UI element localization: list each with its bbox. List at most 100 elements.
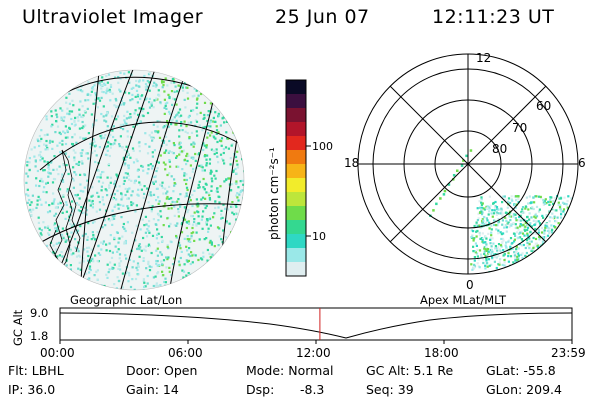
geo-pixel	[129, 116, 132, 119]
geo-pixel	[77, 162, 80, 165]
polar-pixel	[548, 220, 551, 223]
geo-pixel	[222, 148, 225, 151]
geo-pixel	[143, 285, 146, 288]
polar-pixel	[487, 232, 490, 235]
polar-pixel	[565, 262, 568, 265]
geo-pixel	[157, 202, 160, 205]
geo-pixel	[107, 218, 110, 221]
polar-pixel	[531, 254, 534, 257]
geo-pixel	[100, 189, 103, 192]
geo-pixel	[168, 270, 171, 273]
geo-pixel	[84, 206, 87, 209]
geo-pixel	[142, 259, 145, 262]
polar-pixel	[553, 209, 556, 212]
geo-pixel	[36, 199, 39, 202]
geo-pixel	[79, 255, 82, 258]
geo-pixel	[72, 179, 75, 182]
polar-pixel	[478, 266, 481, 269]
polar-pixel	[481, 238, 484, 242]
polar-pixel	[559, 204, 562, 207]
polar-pixel	[479, 237, 482, 240]
geo-pixel	[165, 143, 168, 146]
polar-pixel	[551, 229, 554, 232]
geo-pixel	[48, 228, 51, 232]
polar-pixel	[565, 266, 568, 269]
polar-pixel	[509, 215, 512, 218]
geo-pixel	[162, 126, 165, 129]
polar-pixel	[562, 244, 565, 247]
geo-pixel	[168, 150, 171, 153]
geo-pixel	[190, 251, 193, 254]
geo-pixel	[173, 144, 176, 147]
geo-pixel	[114, 180, 117, 183]
geo-pixel	[97, 175, 100, 179]
geo-pixel	[152, 193, 156, 196]
geo-pixel	[86, 107, 89, 110]
polar-pixel	[538, 257, 541, 260]
polar-pixel	[548, 261, 551, 264]
geo-pixel	[52, 244, 55, 247]
geo-pixel	[59, 202, 62, 205]
geo-pixel	[94, 98, 97, 101]
geo-pixel	[192, 231, 195, 234]
geo-pixel	[50, 115, 53, 118]
geo-pixel	[40, 229, 43, 232]
geo-pixel	[46, 181, 49, 184]
polar-pixel	[531, 272, 534, 274]
geo-pixel	[236, 166, 240, 169]
geo-pixel	[105, 209, 108, 212]
geo-pixel	[142, 114, 145, 118]
geo-pixel	[146, 80, 149, 83]
geo-pixel	[124, 187, 127, 190]
geo-pixel	[72, 252, 75, 255]
geo-pixel	[241, 189, 244, 192]
polar-pixel	[474, 251, 477, 254]
polar-pixel	[533, 201, 536, 204]
geo-pixel	[185, 163, 188, 166]
polar-pixel	[495, 228, 498, 231]
geo-pixel	[193, 239, 196, 242]
geo-pixel	[187, 209, 190, 212]
geo-pixel	[87, 222, 90, 225]
geo-pixel	[232, 170, 235, 173]
polar-pixel	[511, 270, 514, 273]
polar-pixel	[499, 231, 502, 234]
geo-pixel	[42, 169, 45, 172]
geo-pixel	[195, 224, 198, 227]
geo-pixel	[102, 242, 105, 245]
geo-pixel	[49, 172, 52, 175]
geo-pixel	[109, 146, 112, 149]
geo-pixel	[115, 198, 118, 201]
geo-pixel	[140, 164, 143, 168]
polar-pixel	[508, 268, 511, 271]
colorbar-swatch	[286, 206, 306, 221]
geo-pixel	[177, 241, 181, 244]
geo-pixel	[73, 119, 76, 122]
geo-pixel	[76, 231, 79, 235]
geo-pixel	[236, 163, 239, 166]
polar-pixel	[543, 231, 546, 234]
geo-pixel	[174, 85, 177, 88]
geo-pixel	[130, 201, 133, 204]
geo-pixel	[122, 182, 125, 185]
geo-pixel	[183, 98, 186, 101]
geo-pixel	[138, 145, 141, 148]
polar-pixel	[558, 256, 561, 259]
polar-pixel	[557, 249, 560, 252]
geo-pixel	[109, 83, 113, 87]
geo-pixel	[183, 178, 186, 182]
geo-pixel	[128, 258, 131, 261]
geo-pixel	[189, 199, 192, 202]
polar-pixel	[534, 227, 537, 231]
polar-pixel	[570, 223, 573, 226]
geo-pixel	[71, 136, 74, 139]
geo-pixel	[90, 113, 93, 116]
geo-pixel	[205, 144, 208, 147]
polar-pixel	[479, 206, 482, 209]
geo-pixel	[155, 84, 158, 87]
geo-pixel	[223, 121, 226, 124]
polar-pixel	[478, 249, 482, 252]
polar-pixel	[552, 254, 555, 257]
geo-pixel	[68, 219, 71, 222]
polar-pixel	[521, 252, 524, 255]
